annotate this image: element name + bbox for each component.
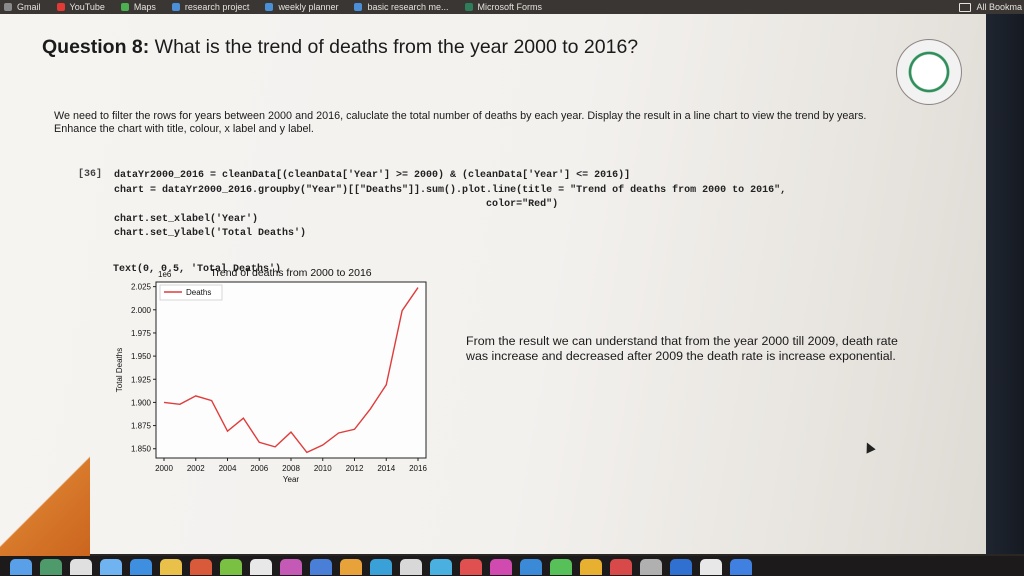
y-tick-label: 1.900 <box>131 398 152 407</box>
y-tick-label: 1.975 <box>131 329 152 338</box>
bookmark-4[interactable]: weekly planner <box>265 2 338 12</box>
dock-app-icon[interactable] <box>640 559 662 575</box>
code-line: color="Red") <box>114 199 559 210</box>
x-tick-label: 2002 <box>187 464 205 473</box>
legend-box <box>159 284 223 301</box>
dock-app-icon[interactable] <box>580 559 602 575</box>
screen-edge <box>986 14 1024 554</box>
dock-app-icon[interactable] <box>280 559 302 575</box>
university-logo-icon <box>897 40 961 104</box>
x-tick-label: 2010 <box>314 464 332 473</box>
chart-title: Trend of deaths from 2000 to 2016 <box>210 267 371 279</box>
mouse-cursor-icon <box>862 440 876 454</box>
dock-app-icon[interactable] <box>220 559 242 575</box>
code-line: chart.set_ylabel('Total Deaths') <box>114 228 307 239</box>
dock-app-icon[interactable] <box>670 559 692 575</box>
bookmark-icon <box>171 3 180 11</box>
x-tick-label: 2012 <box>346 464 364 473</box>
bookmark-3[interactable]: research project <box>171 2 250 12</box>
bookmark-1[interactable]: YouTube <box>56 2 105 12</box>
line-chart: Trend of deaths from 2000 to 2016 1e6 2.02… <box>108 262 438 494</box>
dock-app-icon[interactable] <box>40 559 62 575</box>
x-tick-label: 2004 <box>219 464 237 473</box>
bookmark-label: YouTube <box>69 2 105 12</box>
code-line: dataYr2000_2016 = cleanData[(cleanData['… <box>114 170 631 181</box>
bookmark-label: Maps <box>133 2 156 12</box>
page-title: Question 8: What is the trend of deaths … <box>42 36 639 58</box>
bookmark-label: weekly planner <box>278 2 339 12</box>
code-cell: [36] dataYr2000_2016 = cleanData[(cleanD… <box>78 169 786 259</box>
maps-icon <box>120 3 129 11</box>
legend-label: Deaths <box>186 288 211 297</box>
dock-app-icon[interactable] <box>100 559 122 575</box>
forms-icon <box>464 3 473 11</box>
y-axis-label: Total Deaths <box>115 348 124 392</box>
dock-app-icon[interactable] <box>340 559 362 575</box>
bookmark-icon <box>265 3 274 11</box>
bookmark-2[interactable]: Maps <box>120 2 156 12</box>
x-tick-label: 2006 <box>250 464 268 473</box>
dock <box>0 556 1024 576</box>
plot-area <box>155 281 427 459</box>
bookmark-label: Gmail <box>17 2 41 12</box>
dock-app-icon[interactable] <box>610 559 632 575</box>
dock-app-icon[interactable] <box>550 559 572 575</box>
y-tick-label: 2.000 <box>131 306 152 315</box>
code-block: dataYr2000_2016 = cleanData[(cleanData['… <box>114 169 786 242</box>
bookmark-label: research project <box>184 2 250 12</box>
all-bookmarks-button[interactable]: All Bookma <box>959 0 1022 14</box>
bookmark-6[interactable]: Microsoft Forms <box>464 2 543 12</box>
bookmark-label: basic research me... <box>367 2 449 12</box>
x-tick-label: 2000 <box>155 464 173 473</box>
dock-app-icon[interactable] <box>490 559 512 575</box>
youtube-icon <box>56 3 65 11</box>
y-tick-label: 2.025 <box>131 283 152 292</box>
bookmark-5[interactable]: basic research me... <box>354 2 449 12</box>
x-tick-label: 2014 <box>377 464 395 473</box>
y-tick-label: 1.875 <box>131 422 152 431</box>
dock-app-icon[interactable] <box>70 559 92 575</box>
dock-app-icon[interactable] <box>130 559 152 575</box>
gmail-icon <box>4 3 12 11</box>
code-line: chart = dataYr2000_2016.groupby("Year")[… <box>114 184 787 196</box>
dock-app-icon[interactable] <box>520 559 542 575</box>
question-description: We need to filter the rows for years bet… <box>54 110 867 135</box>
chart-svg: Trend of deaths from 2000 to 2016 1e6 2.02… <box>115 267 427 484</box>
x-axis-label: Year <box>283 475 300 484</box>
bookmark-label: Microsoft Forms <box>477 2 543 12</box>
code-line: chart.set_xlabel('Year') <box>114 213 259 225</box>
dock-app-icon[interactable] <box>460 559 482 575</box>
cell-output: Text(0, 0.5, 'Total Deaths') <box>113 264 282 275</box>
dock-app-icon[interactable] <box>160 559 182 575</box>
dock-app-icon[interactable] <box>190 559 212 575</box>
folder-icon <box>959 2 972 12</box>
y-tick-label: 1.850 <box>131 445 152 454</box>
dock-app-icon[interactable] <box>370 559 392 575</box>
x-tick-label: 2008 <box>282 464 300 473</box>
dock-app-icon[interactable] <box>310 559 332 575</box>
dock-app-icon[interactable] <box>10 559 32 575</box>
axis-scale-label: 1e6 <box>158 270 172 279</box>
series-line-deaths <box>163 287 419 454</box>
dock-app-icon[interactable] <box>250 559 272 575</box>
y-tick-label: 1.950 <box>131 352 152 361</box>
decorative-shape <box>0 454 90 568</box>
dock-app-icon[interactable] <box>730 559 752 575</box>
cell-prompt: [36] <box>78 169 103 180</box>
dock-app-icon[interactable] <box>700 559 722 575</box>
bookmarks-bar: Gmail YouTube Maps research project weekly p… <box>0 0 1024 14</box>
bookmark-0[interactable]: Gmail <box>4 2 41 12</box>
all-bookmarks-label: All Bookma <box>976 2 1022 12</box>
dock-app-icon[interactable] <box>400 559 422 575</box>
x-tick-label: 2016 <box>409 464 427 473</box>
bookmark-icon <box>354 3 363 11</box>
result-text: From the result we can understand that f… <box>466 334 898 363</box>
dock-app-icon[interactable] <box>430 559 452 575</box>
y-tick-label: 1.925 <box>131 375 152 384</box>
